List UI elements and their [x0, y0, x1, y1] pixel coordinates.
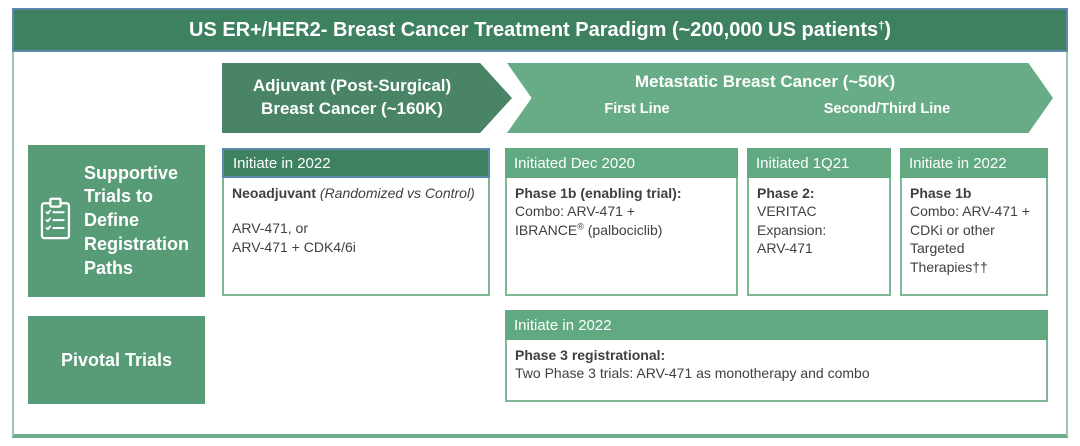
- adjuvant-title-line1: Adjuvant (Post-Surgical): [252, 76, 452, 96]
- page-title-close-paren: ): [884, 18, 891, 41]
- card-body: Phase 3 registrational: Two Phase 3 tria…: [505, 340, 1048, 402]
- trial-combo-line2: IBRANCE® (palbociclib): [515, 221, 663, 238]
- trial-description: Neoadjuvant (Randomized vs Control): [232, 185, 475, 201]
- card-header-initiated-1q21: Initiated 1Q21: [747, 148, 891, 178]
- trial-description: Two Phase 3 trials: ARV-471 as monothera…: [515, 365, 870, 382]
- trial-phase: Phase 1b (enabling trial):: [515, 185, 682, 201]
- stage-metastatic-arrow: Metastatic Breast Cancer (~50K) First Li…: [507, 63, 1053, 133]
- trial-phase: Phase 2:: [757, 185, 815, 201]
- trial-card-phase2-veritac: Initiated 1Q21 Phase 2: VERITAC Expansio…: [747, 148, 891, 296]
- stage-adjuvant-arrow: Adjuvant (Post-Surgical) Breast Cancer (…: [222, 63, 512, 133]
- trial-card-phase3-registrational: Initiate in 2022 Phase 3 registrational:…: [505, 310, 1048, 402]
- adjuvant-title-line2: Breast Cancer (~160K): [261, 99, 443, 118]
- card-header-initiated-dec-2020: Initiated Dec 2020: [505, 148, 738, 178]
- trial-arms: ARV-471, or ARV-471 + CDK4/6i: [232, 220, 356, 255]
- trial-card-phase1b-cdki: Initiate in 2022 Phase 1b Combo: ARV-471…: [900, 148, 1048, 296]
- supportive-trials-label-text: Supportive Trials to Define Registration…: [84, 162, 190, 278]
- page-title-text: US ER+/HER2- Breast Cancer Treatment Par…: [189, 18, 879, 41]
- trial-card-neoadjuvant: Initiate in 2022 Neoadjuvant (Randomized…: [222, 148, 490, 296]
- supportive-trials-row-label: Supportive Trials to Define Registration…: [28, 145, 205, 297]
- metastatic-title: Metastatic Breast Cancer (~50K): [634, 72, 896, 91]
- clipboard-checklist-icon: [38, 196, 74, 247]
- card-header-initiate-2022: Initiate in 2022: [900, 148, 1048, 178]
- trial-combo-line1: Combo: ARV-471 +: [515, 203, 635, 220]
- trial-card-phase1b-ibrance: Initiated Dec 2020 Phase 1b (enabling tr…: [505, 148, 738, 296]
- card-header-initiate-2022: Initiate in 2022: [222, 148, 490, 178]
- card-body: Phase 1b Combo: ARV-471 + CDKi or other …: [900, 178, 1048, 296]
- trial-phase: Phase 3 registrational:: [515, 347, 666, 363]
- card-body: Phase 1b (enabling trial): Combo: ARV-47…: [505, 178, 738, 296]
- page-title: US ER+/HER2- Breast Cancer Treatment Par…: [12, 8, 1068, 52]
- pivotal-trials-row-label: Pivotal Trials: [28, 316, 205, 404]
- card-body: Phase 2: VERITAC Expansion: ARV-471: [747, 178, 891, 296]
- pivotal-trials-label-text: Pivotal Trials: [60, 349, 173, 370]
- trial-phase: Phase 1b: [910, 185, 972, 201]
- card-header-initiate-2022: Initiate in 2022: [505, 310, 1048, 340]
- first-line-label: First Line: [604, 101, 670, 117]
- second-third-line-label: Second/Third Line: [823, 101, 951, 117]
- card-body: Neoadjuvant (Randomized vs Control) ARV-…: [222, 178, 490, 296]
